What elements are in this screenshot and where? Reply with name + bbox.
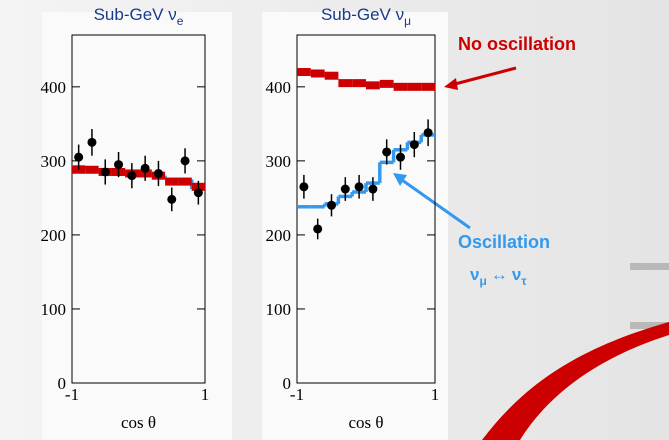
data-point	[167, 194, 177, 204]
data-point	[127, 171, 137, 181]
panel-bg	[42, 12, 232, 440]
data-point	[423, 128, 433, 138]
data-point	[193, 188, 203, 198]
arrow-head	[444, 78, 458, 90]
annotation: νμ ↔ ντ	[470, 265, 527, 288]
y-tick-label: 400	[41, 78, 67, 97]
y-tick-label: 400	[266, 78, 292, 97]
y-tick-label: 0	[58, 374, 67, 393]
annotation-part: ν	[470, 265, 479, 284]
y-tick-label: 100	[266, 300, 292, 319]
x-tick-label: -1	[65, 385, 79, 404]
data-point	[299, 182, 309, 192]
annotation-arrow	[454, 66, 517, 86]
data-point	[153, 168, 163, 178]
data-point	[409, 140, 419, 150]
chart-title: Sub-GeV νμ	[321, 5, 411, 28]
data-point	[114, 160, 124, 170]
data-point	[100, 167, 110, 177]
y-tick-label: 200	[266, 226, 292, 245]
annotation-part: ↔	[491, 265, 508, 284]
data-point	[340, 184, 350, 194]
data-point	[140, 163, 150, 173]
data-point	[313, 224, 323, 234]
data-point	[382, 147, 392, 157]
plot-frame	[71, 34, 206, 384]
annotation-part: ν	[512, 265, 521, 284]
x-tick-label: 1	[431, 385, 440, 404]
x-axis-label: cos θ	[121, 413, 156, 432]
data-point	[180, 156, 190, 166]
x-tick-label: -1	[290, 385, 304, 404]
x-axis-label: cos θ	[348, 413, 383, 432]
title-subscript: e	[177, 14, 184, 28]
y-tick-label: 300	[41, 152, 67, 171]
chart-title: Sub-GeV νe	[94, 5, 184, 28]
plot-frame	[296, 34, 436, 384]
annotation: No oscillation	[458, 34, 576, 54]
y-tick-label: 0	[283, 374, 292, 393]
data-point	[74, 152, 84, 162]
annotation-part: μ	[479, 274, 486, 288]
x-tick-label: 1	[201, 385, 210, 404]
decor-bar	[630, 322, 669, 329]
y-tick-label: 300	[266, 152, 292, 171]
data-point	[327, 200, 336, 210]
data-point	[368, 184, 378, 194]
decor-swoosh	[482, 322, 669, 440]
title-text: Sub-GeV ν	[321, 5, 404, 24]
y-tick-label: 100	[41, 300, 67, 319]
y-tick-label: 200	[41, 226, 67, 245]
annotation-part: τ	[521, 274, 527, 288]
data-point	[354, 182, 364, 192]
decor-bar	[630, 263, 669, 270]
data-point	[87, 137, 97, 147]
title-text: Sub-GeV ν	[94, 5, 177, 24]
title-subscript: μ	[404, 14, 411, 28]
annotation-arrow	[401, 178, 471, 230]
arrow-head	[393, 173, 407, 186]
annotation: Oscillation	[458, 232, 550, 252]
data-point	[396, 152, 405, 162]
